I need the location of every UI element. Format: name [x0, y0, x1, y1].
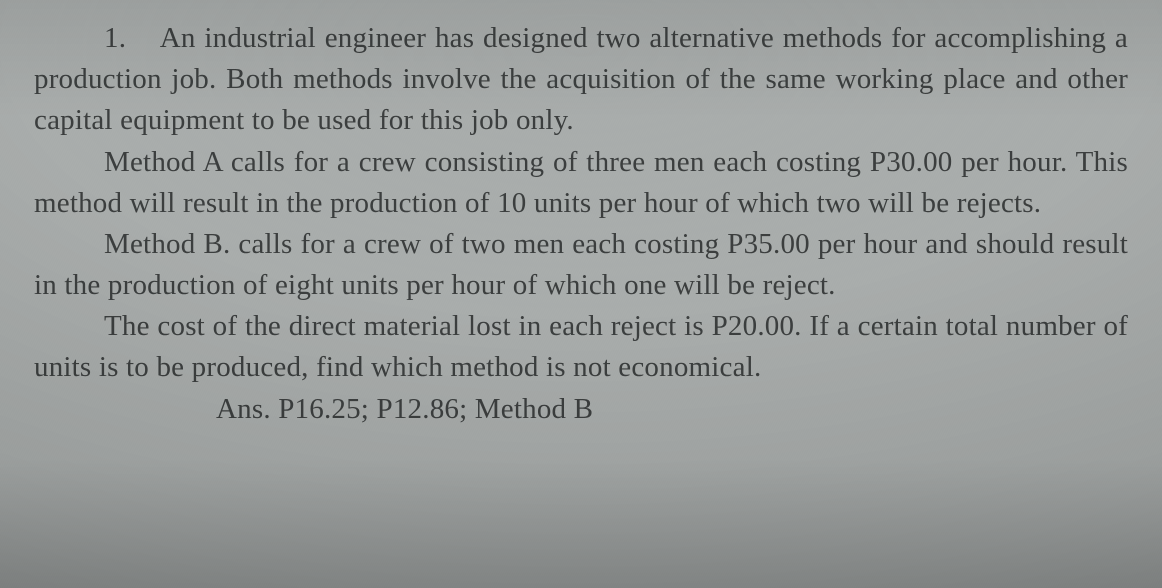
problem-number: 1.	[104, 22, 126, 54]
paragraph-1: 1. An industrial engineer has designed t…	[34, 18, 1128, 142]
answer-line: Ans. P16.25; P12.86; Method B	[34, 389, 1128, 430]
scanned-page: 1. An industrial engineer has designed t…	[0, 0, 1162, 588]
paragraph-4: The cost of the direct material lost in …	[34, 306, 1128, 388]
problem-text-block: 1. An industrial engineer has designed t…	[34, 18, 1128, 430]
paragraph-2: Method A calls for a crew consisting of …	[34, 142, 1128, 224]
paragraph-3: Method B. calls for a crew of two men ea…	[34, 224, 1128, 306]
paragraph-1-text: An industrial engineer has designed two …	[34, 22, 1128, 136]
